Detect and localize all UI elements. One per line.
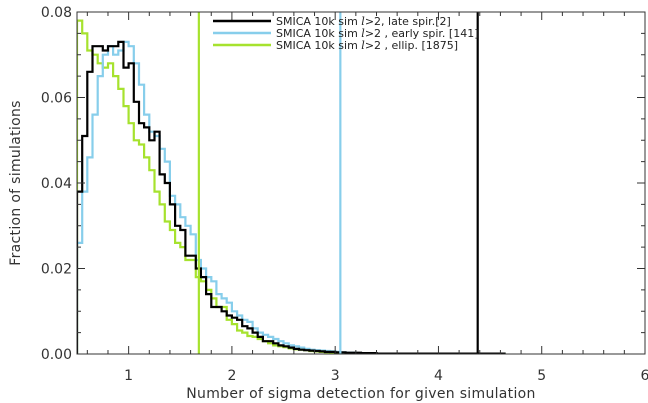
x-tick-label: 5: [537, 368, 546, 384]
y-tick-label: 0.04: [41, 176, 72, 192]
legend: SMICA 10k sim l>2, late spir.[2]SMICA 10…: [213, 15, 478, 52]
y-tick-label: 0.08: [41, 5, 72, 21]
x-tick-label: 2: [227, 368, 236, 384]
y-axis-title: Fraction of simulations: [8, 100, 24, 265]
axis-layer: 1 2 3 4 5 6 0.00 0.02 0.04 0.06 0.08: [41, 5, 648, 384]
y-tick-label: 0.06: [41, 91, 72, 107]
x-tick-label: 6: [641, 368, 648, 384]
x-axis-title: Number of sigma detection for given simu…: [186, 386, 535, 402]
legend-label-2: SMICA 10k sim l>2 , ellip. [1875]: [276, 39, 458, 52]
x-tick-label: 3: [331, 368, 340, 384]
legend-label-1: SMICA 10k sim l>2 , early spir. [141]: [276, 27, 478, 40]
y-tick-label: 0.00: [41, 347, 72, 363]
legend-label-0: SMICA 10k sim l>2, late spir.[2]: [276, 15, 451, 28]
marker-layer: [197, 12, 479, 354]
histogram-series-0: [77, 40, 506, 354]
x-tick-label: 4: [434, 368, 443, 384]
plot-frame: [76, 11, 646, 355]
x-tick-label: 1: [124, 368, 133, 384]
histogram-series-2: [77, 19, 506, 354]
series-layer: [77, 19, 506, 354]
histogram-series-1: [77, 40, 506, 354]
y-tick-label: 0.02: [41, 262, 72, 278]
